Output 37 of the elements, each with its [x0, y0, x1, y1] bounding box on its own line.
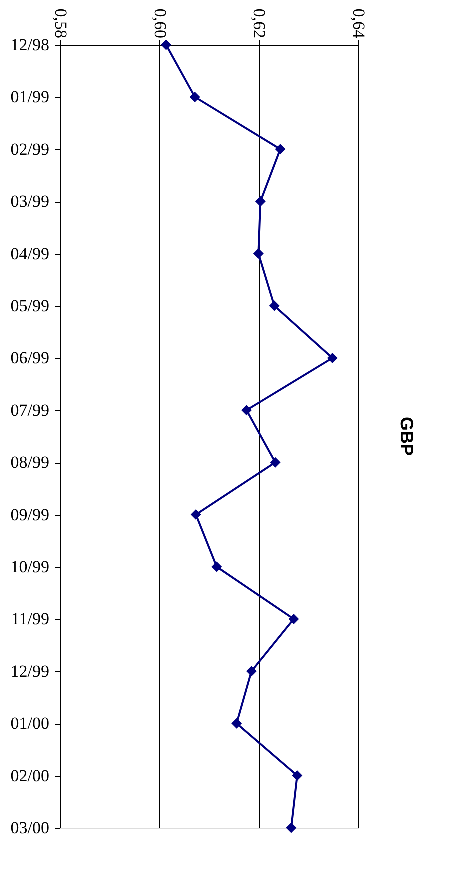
y-tick-label: 11/99: [11, 610, 50, 629]
y-tick-label: 10/99: [10, 558, 50, 576]
y-tick-label: 01/00: [10, 714, 50, 734]
point: [275, 144, 286, 155]
point: [288, 614, 300, 624]
x-tick-label: 0,64: [350, 8, 368, 39]
point: [292, 770, 303, 782]
point: [253, 248, 264, 260]
y-tick-label: 02/00: [10, 766, 50, 786]
point: [270, 457, 281, 468]
y-tick-label: 12/98: [10, 36, 50, 54]
y-tick-label: 08/99: [10, 453, 50, 472]
y-tick-label: 06/99: [10, 348, 50, 368]
y-tick-label: 03/00: [10, 818, 50, 838]
point: [212, 562, 222, 572]
y-tick-label: 12/99: [10, 662, 50, 681]
point: [232, 718, 242, 729]
point: [286, 822, 297, 834]
x-tick-label: 0,58: [52, 8, 70, 38]
y-tick-label: 05/99: [10, 296, 50, 316]
y-tick-label: 04/99: [10, 244, 50, 264]
point: [246, 666, 257, 677]
point: [190, 510, 202, 520]
point: [255, 196, 266, 207]
y-tick-label: 09/99: [10, 505, 50, 524]
point: [242, 405, 252, 416]
y-tick-label: 07/99: [10, 400, 50, 420]
y-tick-label: 02/99: [10, 140, 50, 159]
y-tick-label: 01/99: [10, 88, 50, 107]
point: [269, 300, 280, 312]
point: [327, 352, 338, 364]
x-tick-label: 0,62: [250, 8, 270, 38]
point: [190, 92, 200, 102]
x-tick-label: 0,60: [150, 8, 170, 38]
y-tick-label: 03/99: [10, 192, 50, 212]
text: GBP: [397, 416, 417, 456]
point: [161, 40, 172, 50]
